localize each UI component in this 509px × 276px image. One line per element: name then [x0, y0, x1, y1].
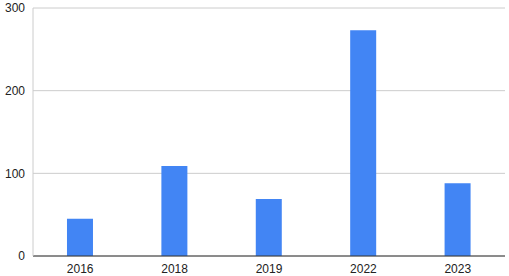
svg-text:300: 300 — [8, 1, 25, 15]
svg-text:2023: 2023 — [444, 262, 471, 276]
svg-text:2016: 2016 — [67, 262, 94, 276]
svg-text:2022: 2022 — [350, 262, 377, 276]
svg-text:0: 0 — [18, 249, 25, 263]
svg-text:100: 100 — [8, 167, 25, 181]
svg-text:200: 200 — [8, 84, 25, 98]
svg-text:2019: 2019 — [256, 262, 283, 276]
svg-text:2018: 2018 — [161, 262, 188, 276]
